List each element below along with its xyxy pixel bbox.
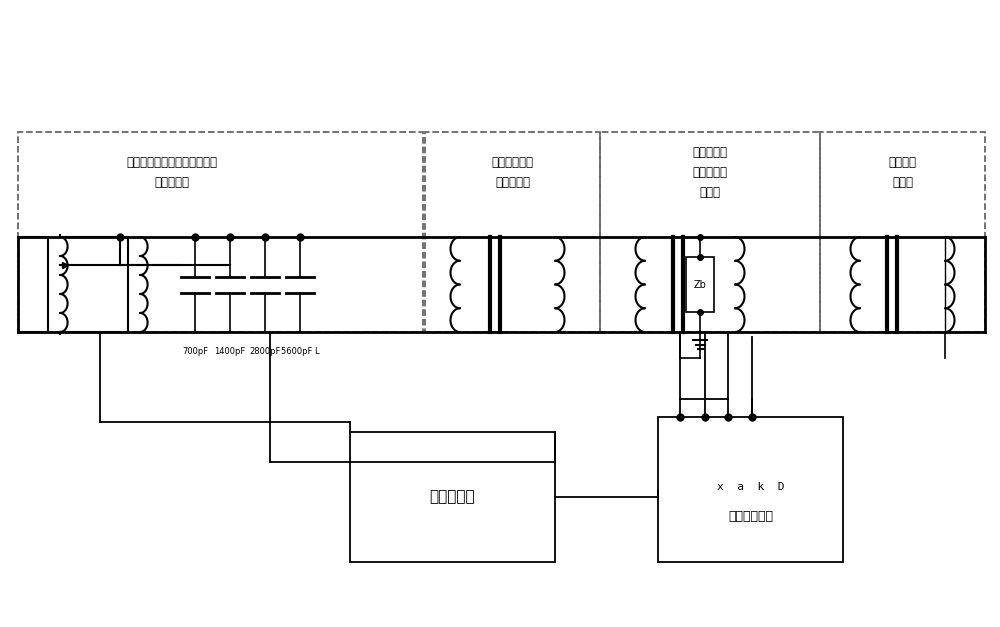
Text: 1400pF: 1400pF bbox=[214, 347, 246, 356]
Bar bbox=[658, 417, 843, 562]
Text: 充气环氧桶式: 充气环氧桶式 bbox=[492, 155, 534, 169]
Bar bbox=[425, 132, 600, 332]
Text: 2800pF: 2800pF bbox=[249, 347, 281, 356]
Text: 调压控制电源（内置多组合补: 调压控制电源（内置多组合补 bbox=[126, 155, 217, 169]
Text: 互感器校验仪: 互感器校验仪 bbox=[728, 510, 773, 524]
Bar bbox=[350, 432, 555, 562]
Bar bbox=[18, 132, 423, 332]
Text: 700pF: 700pF bbox=[182, 347, 208, 356]
Bar bbox=[600, 132, 820, 332]
Text: 互感器: 互感器 bbox=[700, 186, 720, 199]
Text: 式标准电压: 式标准电压 bbox=[692, 166, 728, 179]
Bar bbox=[686, 257, 714, 312]
Bar bbox=[820, 132, 985, 332]
Text: 5600pF L: 5600pF L bbox=[281, 347, 319, 356]
Text: 远程控制器: 远程控制器 bbox=[430, 490, 475, 505]
Text: 被试电压: 被试电压 bbox=[889, 155, 916, 169]
Text: x  a  k  D: x a k D bbox=[717, 482, 784, 492]
Text: Zb: Zb bbox=[694, 280, 706, 290]
Text: 偿电抗器）: 偿电抗器） bbox=[154, 176, 189, 189]
Text: 充气环氧桶: 充气环氧桶 bbox=[692, 145, 728, 159]
Text: 试验升压器: 试验升压器 bbox=[495, 176, 530, 189]
Text: 互感器: 互感器 bbox=[892, 176, 913, 189]
